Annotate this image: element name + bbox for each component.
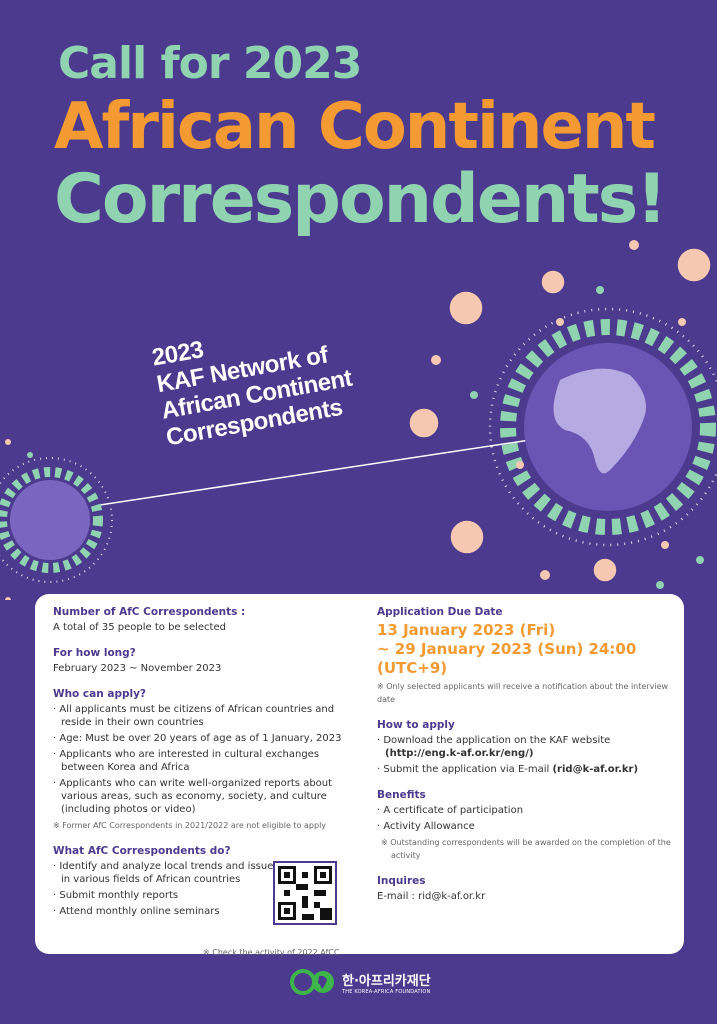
benefits-note: ※ Outstanding correspondents will be awa…: [381, 838, 671, 860]
magnifier-globe-icon: [408, 407, 440, 439]
list-item: · All applicants must be citizens of Afr…: [53, 704, 335, 728]
who-note: ※ Former AfC Correspondents in 2021/2022…: [53, 821, 327, 830]
benefits-title: Benefits: [377, 789, 426, 801]
list-item: · Applicants who are interested in cultu…: [53, 749, 320, 773]
due-start: 13 January 2023 (Fri): [377, 621, 556, 639]
list-item: · Submit monthly reports: [53, 890, 179, 901]
asia-globe: [0, 457, 113, 583]
kaf-website-link[interactable]: (http://eng.k-af.or.kr/eng/): [385, 748, 534, 759]
inquires-email[interactable]: E-mail : rid@k-af.or.kr: [377, 891, 486, 902]
duration-title: For how long?: [53, 647, 136, 659]
how-title: How to apply: [377, 719, 455, 731]
list-item: · Identify and analyze local trends and …: [53, 861, 279, 885]
title-line2: African Continent: [54, 90, 656, 164]
list-item: · Submit the application via E-mail (rid…: [377, 764, 639, 775]
kaf-logo-icon: [290, 969, 334, 995]
due-title: Application Due Date: [377, 606, 503, 618]
qr-note: ※ Check the activity of 2022 AfCC: [203, 948, 340, 957]
duration-text: February 2023 ~ November 2023: [53, 663, 222, 674]
due-end: ~ 29 January 2023 (Sun) 24:00 (UTC+9): [377, 640, 637, 677]
logo-korean: 한·아프리카재단: [342, 973, 431, 989]
lightbulb-icon: [540, 269, 566, 295]
list-item: · Download the application on the KAF we…: [377, 735, 611, 759]
list-item: · Applicants who can write well-organize…: [53, 778, 333, 815]
email-link[interactable]: (rid@k-af.or.kr): [552, 764, 639, 775]
list-item: · Attend monthly online seminars: [53, 906, 220, 917]
logo-english: THE KOREA-AFRICA FOUNDATION: [342, 988, 431, 995]
people-network-icon: [449, 519, 485, 555]
reporters-icon: [448, 290, 484, 326]
list-item: · Activity Allowance: [377, 821, 475, 832]
globe-network-illustration: [0, 240, 717, 600]
gear-icon: [592, 557, 618, 583]
qr-code[interactable]: [273, 861, 337, 925]
laptop-icon: [676, 247, 712, 283]
decorative-dots: [5, 240, 686, 600]
who-title: Who can apply?: [53, 688, 147, 700]
number-text: A total of 35 people to be selected: [53, 622, 226, 633]
info-card: Number of AfC Correspondents : A total of…: [35, 594, 684, 957]
africa-globe: [488, 307, 717, 547]
title-line3: Correspondents!: [54, 160, 667, 239]
kaf-logo: 한·아프리카재단 THE KOREA-AFRICA FOUNDATION: [290, 968, 431, 996]
what-title: What AfC Correspondents do?: [53, 845, 231, 857]
inquires-title: Inquires: [377, 875, 426, 887]
title-line1: Call for 2023: [58, 38, 362, 89]
list-item: · Age: Must be over 20 years of age as o…: [53, 733, 342, 744]
number-title: Number of AfC Correspondents :: [53, 606, 246, 618]
list-item: · A certificate of participation: [377, 805, 524, 816]
due-note: ※ Only selected applicants will receive …: [377, 682, 669, 704]
